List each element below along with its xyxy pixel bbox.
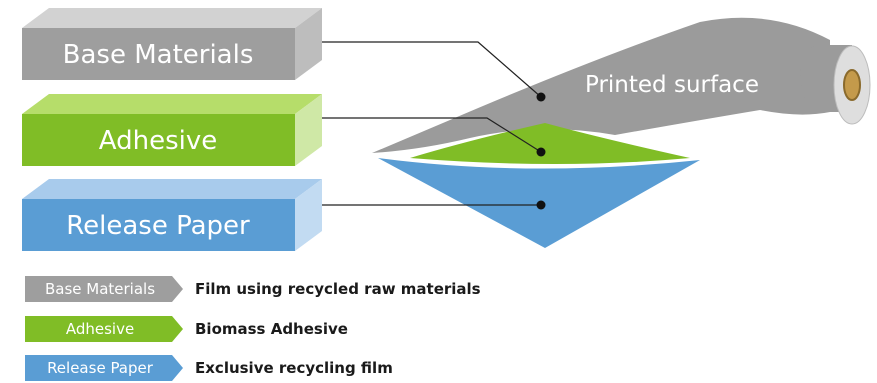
legend-desc-release: Exclusive recycling film bbox=[195, 359, 393, 377]
legend-desc-adhesive: Biomass Adhesive bbox=[195, 320, 348, 338]
legend-row-adhesive: Adhesive Biomass Adhesive bbox=[25, 316, 348, 342]
release-leader-dot bbox=[536, 200, 546, 210]
release-paper-box-label: Release Paper bbox=[66, 211, 250, 241]
base-leader-dot bbox=[536, 92, 546, 102]
label-roll-illustration: Printed surface bbox=[372, 17, 871, 248]
adhesive-layer bbox=[410, 123, 690, 164]
adhesive-box-label: Adhesive bbox=[99, 126, 217, 156]
legend-tag-base: Base Materials bbox=[25, 276, 183, 302]
legend-row-release: Release Paper Exclusive recycling film bbox=[25, 355, 393, 381]
base-materials-box-label: Base Materials bbox=[63, 40, 254, 70]
adhesive-leader-line bbox=[322, 117, 542, 153]
adhesive-leader-dot bbox=[536, 147, 546, 157]
base-materials-box: Base Materials bbox=[22, 8, 322, 80]
release-paper-box: Release Paper bbox=[22, 179, 322, 251]
printed-surface-sheet bbox=[372, 17, 830, 153]
adhesive-box: Adhesive bbox=[22, 94, 322, 166]
legend-tag-adhesive: Adhesive bbox=[25, 316, 183, 342]
legend-desc-base: Film using recycled raw materials bbox=[195, 280, 481, 298]
printed-surface-label: Printed surface bbox=[585, 72, 759, 98]
legend-row-base: Base Materials Film using recycled raw m… bbox=[25, 276, 481, 302]
leader-lines bbox=[322, 41, 542, 206]
legend-tag-release: Release Paper bbox=[25, 355, 183, 381]
roll-core bbox=[843, 69, 861, 101]
base-leader-line bbox=[322, 41, 542, 98]
